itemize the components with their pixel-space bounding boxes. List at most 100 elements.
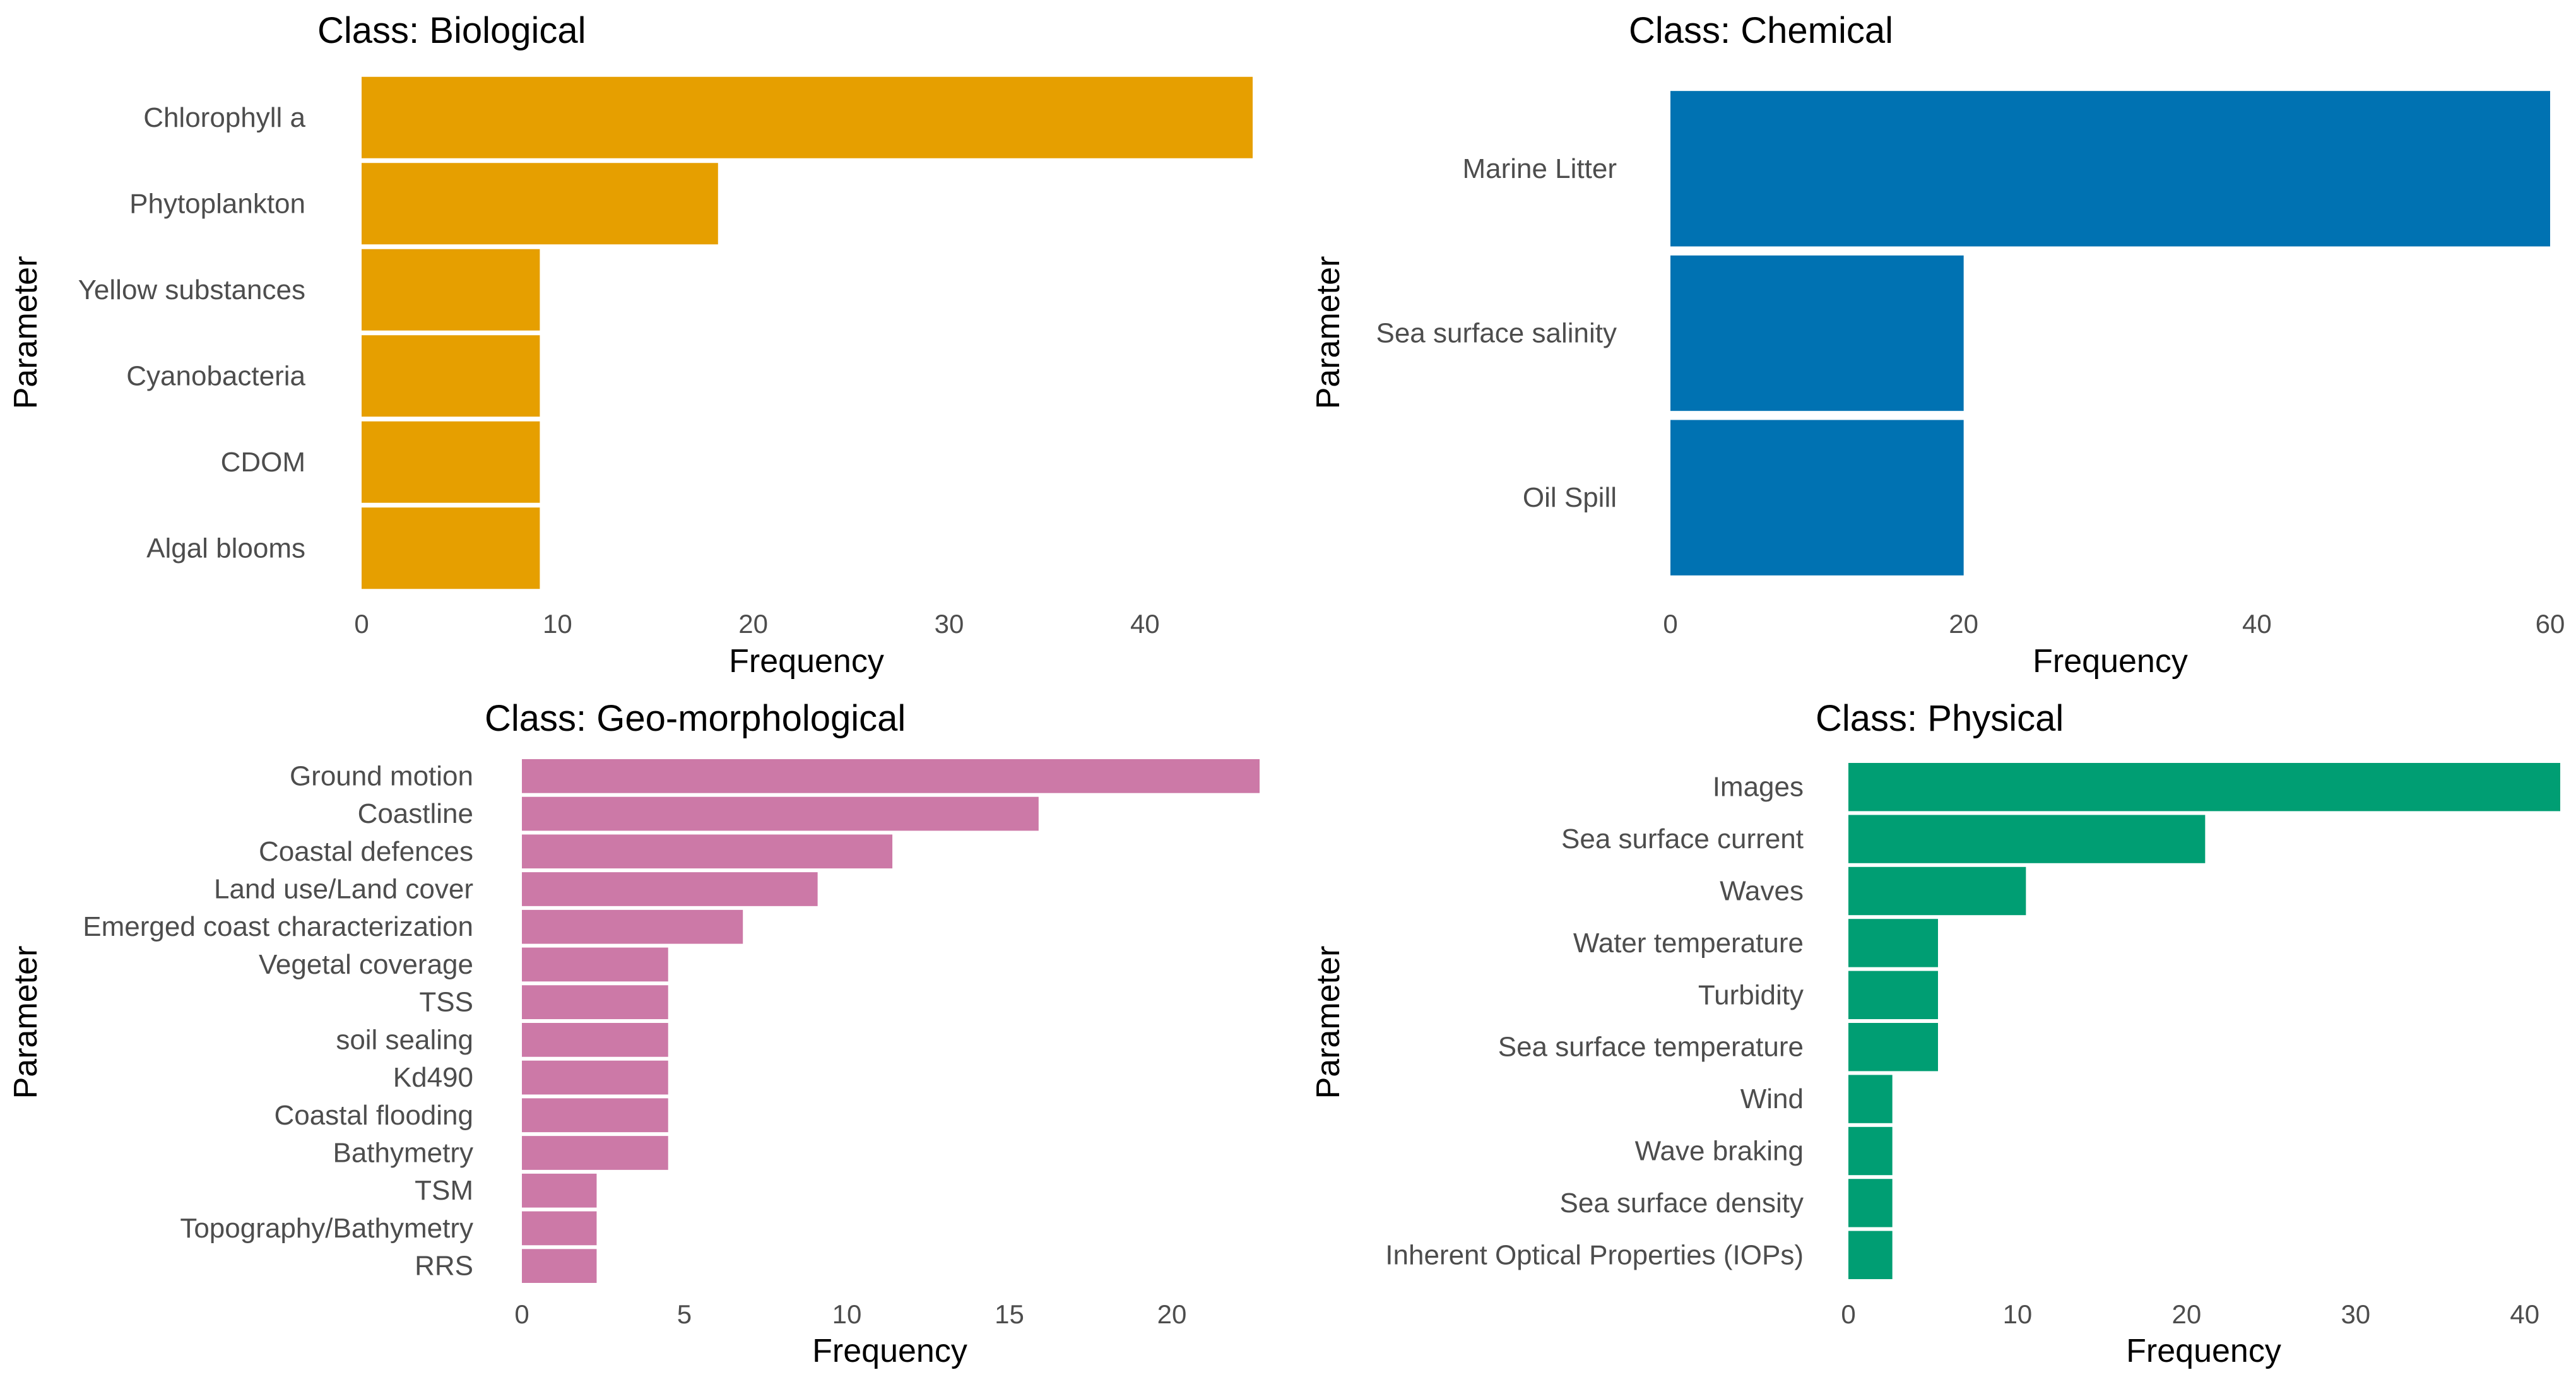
bar — [522, 1098, 668, 1133]
bar — [522, 759, 1260, 793]
bar — [1848, 815, 2206, 863]
category-label: Phytoplankton — [129, 188, 305, 219]
bar — [362, 163, 718, 245]
bar — [522, 1136, 668, 1170]
x-axis-title: Frequency — [2033, 643, 2188, 680]
bar — [1848, 1126, 1893, 1176]
bar — [1848, 919, 1939, 967]
category-label: Sea surface density — [1560, 1188, 1804, 1219]
category-label: Images — [1713, 772, 1804, 803]
bar — [1848, 971, 1939, 1019]
bar — [522, 1173, 597, 1208]
bar — [362, 507, 540, 589]
bar — [362, 249, 540, 331]
category-label: Oil Spill — [1523, 482, 1617, 513]
bar — [522, 1211, 597, 1246]
bar — [1848, 1075, 1893, 1123]
x-tick-label: 20 — [1949, 609, 1978, 639]
bar — [1848, 763, 2560, 812]
x-tick-label: 10 — [543, 609, 572, 639]
category-label: Cyanobacteria — [126, 360, 305, 391]
x-tick-label: 40 — [2510, 1299, 2539, 1329]
x-tick-label: 0 — [514, 1299, 529, 1329]
bar — [1670, 255, 1964, 411]
category-label: Sea surface current — [1561, 824, 1804, 854]
bar — [362, 421, 540, 503]
category-label: Sea surface salinity — [1376, 318, 1617, 349]
bar — [1848, 1231, 1893, 1279]
category-label: Marine Litter — [1462, 153, 1617, 184]
bar — [362, 76, 1253, 158]
x-tick-label: 40 — [1130, 609, 1160, 639]
bar — [522, 947, 668, 982]
category-label: Water temperature — [1573, 928, 1804, 959]
category-label: Topography/Bathymetry — [180, 1213, 473, 1244]
category-label: Wave braking — [1635, 1136, 1804, 1167]
y-axis-title: Parameter — [1310, 946, 1347, 1099]
category-label: Coastline — [358, 798, 473, 829]
bar — [522, 872, 818, 906]
category-label: Wind — [1740, 1084, 1804, 1114]
category-label: Waves — [1720, 876, 1804, 907]
chart-title: Class: Biological — [317, 10, 586, 51]
y-axis-title: Parameter — [1310, 256, 1347, 410]
bar — [1848, 1179, 1893, 1227]
x-tick-label: 10 — [832, 1299, 862, 1329]
category-label: Turbidity — [1698, 979, 1804, 1010]
y-axis-title: Parameter — [8, 946, 44, 1099]
x-tick-label: 20 — [1157, 1299, 1187, 1329]
bar — [522, 1060, 668, 1095]
x-tick-label: 0 — [354, 609, 369, 639]
bar — [1670, 91, 2550, 247]
x-tick-label: 5 — [677, 1299, 692, 1329]
x-tick-label: 0 — [1841, 1299, 1855, 1329]
category-label: Vegetal coverage — [259, 949, 473, 980]
x-tick-label: 30 — [935, 609, 964, 639]
chart-title: Class: Physical — [1816, 698, 2064, 739]
chart-panel: Class: Physical Images Sea surface current… — [1310, 698, 2560, 1369]
x-tick-label: 60 — [2536, 609, 2565, 639]
category-label: Algal blooms — [146, 533, 305, 564]
bar — [362, 335, 540, 417]
category-label: RRS — [415, 1251, 473, 1282]
x-tick-label: 20 — [738, 609, 768, 639]
x-axis-title: Frequency — [812, 1333, 967, 1369]
category-label: Kd490 — [393, 1062, 473, 1093]
x-tick-label: 15 — [995, 1299, 1024, 1329]
bar — [522, 796, 1039, 831]
bar — [522, 1249, 597, 1283]
category-label: Land use/Land cover — [214, 874, 473, 905]
category-label: TSM — [415, 1175, 473, 1206]
bar — [1670, 420, 1964, 576]
chart-title: Class: Chemical — [1629, 10, 1893, 51]
chart-panel: Class: Geo-morphological Ground motion Coa… — [8, 698, 1260, 1369]
category-label: Coastal flooding — [274, 1100, 473, 1131]
bar — [522, 1023, 668, 1057]
category-label: Ground motion — [290, 760, 473, 791]
x-axis-title: Frequency — [2126, 1333, 2281, 1369]
bar — [1848, 1023, 1939, 1072]
x-tick-label: 30 — [2341, 1299, 2370, 1329]
category-label: Yellow substances — [78, 275, 305, 305]
category-label: Emerged coast characterization — [83, 911, 473, 942]
category-label: Sea surface temperature — [1498, 1032, 1804, 1063]
category-label: Bathymetry — [333, 1138, 473, 1169]
x-tick-label: 40 — [2242, 609, 2272, 639]
bar — [1848, 866, 2026, 916]
category-label: Coastal defences — [259, 836, 473, 867]
category-label: TSS — [419, 987, 473, 1018]
x-axis-title: Frequency — [729, 643, 884, 680]
bar — [522, 834, 893, 869]
x-tick-label: 0 — [1663, 609, 1677, 639]
category-label: CDOM — [221, 447, 305, 478]
chart-panel: Class: Chemical Marine Litter Sea surface … — [1310, 10, 2565, 680]
category-label: Inherent Optical Properties (IOPs) — [1385, 1239, 1804, 1270]
category-label: Chlorophyll a — [143, 102, 305, 133]
chart-panel: Class: Biological Chlorophyll a Phytoplank… — [8, 10, 1253, 680]
y-axis-title: Parameter — [8, 256, 44, 410]
chart-title: Class: Geo-morphological — [485, 698, 906, 739]
bar — [522, 985, 668, 1019]
bar — [522, 909, 743, 944]
x-tick-label: 20 — [2172, 1299, 2202, 1329]
